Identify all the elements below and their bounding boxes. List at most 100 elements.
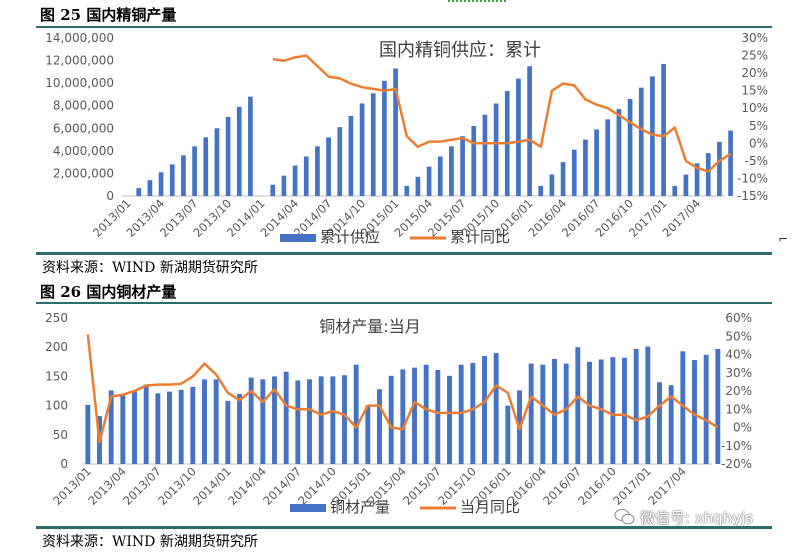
bar — [415, 176, 421, 196]
y2-tick-label: 0% — [733, 421, 752, 435]
y2-tick-label: 25% — [741, 49, 768, 63]
bar — [549, 174, 555, 196]
bar — [471, 126, 477, 196]
bar — [694, 163, 700, 196]
bar — [680, 351, 686, 464]
bar — [563, 363, 569, 464]
y2-tick-label: -10% — [737, 171, 768, 185]
bar — [326, 137, 331, 196]
bar — [458, 364, 464, 464]
bar — [315, 146, 320, 196]
bar — [423, 364, 429, 464]
y2-tick-label: 30% — [741, 31, 768, 45]
bar — [370, 93, 376, 196]
bar — [295, 380, 301, 464]
bar — [365, 405, 371, 464]
y-tick-label: 10,000,000 — [45, 76, 114, 90]
bar — [426, 166, 432, 196]
bar — [120, 395, 126, 464]
bar — [260, 379, 266, 464]
y2-tick-label: 10% — [741, 101, 768, 115]
bar — [237, 393, 242, 464]
y-tick-label: 150 — [45, 369, 68, 383]
bar — [337, 127, 343, 196]
bar — [388, 375, 394, 464]
figure-25-bottom-rule — [36, 252, 772, 255]
y-tick-label: 8,000,000 — [53, 99, 114, 113]
legend-line-label: 累计同比 — [450, 228, 510, 246]
bar — [292, 165, 298, 196]
y-tick-label: 4,000,000 — [53, 144, 114, 158]
bar — [377, 389, 382, 464]
y2-tick-label: 10% — [725, 402, 752, 416]
y2-tick-label: -5% — [745, 154, 768, 168]
bar — [136, 188, 142, 196]
y2-tick-label: 20% — [741, 66, 768, 80]
bar — [270, 184, 276, 196]
bar — [158, 172, 164, 196]
bar — [493, 353, 499, 464]
bar — [382, 80, 387, 196]
bar — [650, 76, 655, 196]
y2-tick-label: 0% — [749, 136, 768, 150]
bar — [540, 364, 546, 464]
bar — [155, 393, 161, 464]
y-tick-label: 200 — [45, 340, 68, 354]
bar — [147, 180, 153, 196]
bar — [728, 130, 733, 196]
bar — [167, 391, 172, 464]
wechat-icon — [614, 509, 635, 525]
bar — [657, 382, 662, 464]
bar — [348, 115, 354, 196]
y2-tick-label: 5% — [749, 119, 768, 133]
decorative-dots — [448, 0, 506, 5]
bar — [236, 106, 242, 196]
y2-tick-label: 50% — [725, 329, 752, 343]
bar — [318, 376, 324, 464]
bar — [85, 405, 91, 464]
bar — [400, 369, 406, 464]
bar — [202, 379, 207, 464]
x-tick-label: 2017/04 — [645, 464, 689, 508]
bar — [583, 139, 588, 196]
bar — [668, 385, 674, 464]
bar — [225, 400, 231, 464]
cursor-mark: ⌐ — [778, 232, 789, 246]
bar — [412, 367, 417, 464]
y2-tick-label: 30% — [725, 366, 752, 380]
chart-refined-copper-cumulative: 国内精铜供应：累计 0 2,000,000 4,000,000 6,000,000 8,0… — [45, 31, 768, 246]
bar — [622, 357, 627, 464]
bar — [705, 153, 711, 196]
bar — [342, 375, 347, 464]
legend-bar-label: 累计供应 — [320, 228, 380, 246]
legend-bar-swatch — [280, 234, 316, 242]
bar — [470, 362, 476, 464]
bar — [225, 117, 231, 196]
bar — [692, 360, 697, 464]
bar — [203, 137, 209, 196]
bar — [181, 155, 186, 196]
chart-copper-products-monthly: 铜材产量:当月 0 50 100 150 200 250 -20% -10% 0% 10% 20% 30… — [45, 311, 752, 516]
bar — [190, 386, 196, 464]
y2-tick-label: 60% — [725, 311, 752, 325]
y2-tick-label: 15% — [741, 84, 768, 98]
chart-title: 铜材产量:当月 — [319, 317, 420, 336]
series-line — [86, 334, 719, 444]
figure-26-top-rule — [36, 302, 772, 304]
bar — [393, 68, 398, 196]
legend-bar-swatch — [290, 504, 326, 512]
bar — [528, 363, 534, 464]
bar — [353, 364, 359, 464]
legend-line-label: 当月同比 — [460, 498, 520, 516]
bar — [303, 156, 309, 196]
bar — [616, 109, 622, 196]
figure-25-top-rule — [36, 26, 772, 28]
bar — [493, 103, 499, 196]
y-tick-label: 0 — [60, 457, 68, 471]
bar — [460, 136, 465, 196]
bar — [482, 355, 487, 464]
bar — [527, 66, 532, 196]
bar — [281, 175, 287, 196]
bar — [560, 162, 566, 196]
y-tick-label: 14,000,000 — [45, 31, 114, 45]
